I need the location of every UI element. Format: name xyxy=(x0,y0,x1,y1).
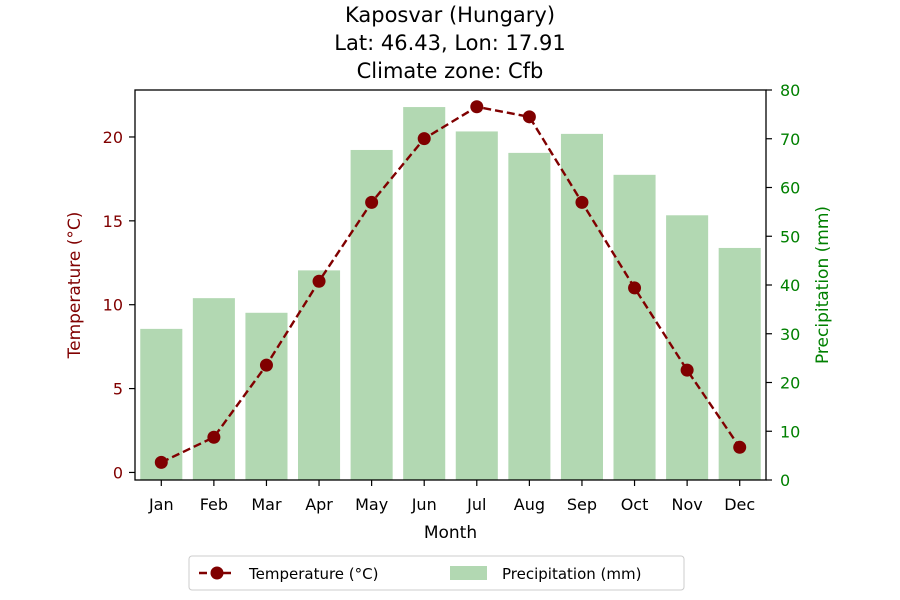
title-line: Kaposvar (Hungary) xyxy=(345,3,555,27)
precipitation-tick-label: 50 xyxy=(780,227,800,246)
month-tick-label: Aug xyxy=(514,495,545,514)
temperature-point xyxy=(733,440,747,454)
month-tick-label: Jan xyxy=(148,495,174,514)
month-tick-label: Oct xyxy=(621,495,649,514)
month-tick-label: Apr xyxy=(305,495,333,514)
precipitation-bar xyxy=(192,298,235,480)
month-tick-label: Feb xyxy=(200,495,228,514)
temperature-point xyxy=(470,100,484,114)
precipitation-tick-label: 80 xyxy=(780,81,800,100)
precipitation-bars xyxy=(140,107,761,480)
precipitation-bar xyxy=(508,152,551,480)
month-axis: Jan Feb Mar Apr May Jun Jul Aug Sep Oct Nov Dec Mont… xyxy=(148,480,755,543)
precipitation-bar xyxy=(298,270,341,480)
month-tick-label: Mar xyxy=(251,495,282,514)
precipitation-bar xyxy=(245,312,288,480)
precipitation-bar xyxy=(455,131,498,480)
chart-title: Kaposvar (Hungary) Lat: 46.43, Lon: 17.91… xyxy=(334,3,565,83)
legend-temperature-marker xyxy=(210,566,224,580)
precipitation-tick-label: 0 xyxy=(780,471,790,490)
temperature-point xyxy=(154,455,168,469)
temperature-point xyxy=(259,358,273,372)
precipitation-tick-label: 20 xyxy=(780,374,800,393)
month-tick-label: Nov xyxy=(672,495,703,514)
title-line: Lat: 46.43, Lon: 17.91 xyxy=(334,31,565,55)
temperature-point xyxy=(365,195,379,209)
title-line: Climate zone: Cfb xyxy=(357,59,544,83)
temperature-point xyxy=(522,110,536,124)
temperature-point xyxy=(680,363,694,377)
temperature-point xyxy=(312,274,326,288)
month-tick-label: May xyxy=(355,495,388,514)
precipitation-bar xyxy=(560,133,603,480)
temperature-point xyxy=(575,195,589,209)
temperature-tick-label: 0 xyxy=(113,463,123,482)
precipitation-tick-label: 10 xyxy=(780,422,800,441)
temperature-series-line xyxy=(160,105,741,464)
precipitation-bar xyxy=(403,107,446,480)
temperature-point xyxy=(207,430,221,444)
month-axis-label: Month xyxy=(424,523,477,543)
temperature-tick-label: 15 xyxy=(103,212,123,231)
precipitation-tick-label: 30 xyxy=(780,325,800,344)
precipitation-tick-label: 60 xyxy=(780,179,800,198)
legend-box xyxy=(188,555,685,591)
temperature-point xyxy=(628,281,642,295)
temperature-line xyxy=(154,100,747,469)
legend: Temperature (°C) Precipitation (mm) xyxy=(188,555,685,591)
precipitation-tick-label: 70 xyxy=(780,130,800,149)
precipitation-tick-label: 40 xyxy=(780,276,800,295)
temperature-tick-label: 20 xyxy=(103,128,123,147)
legend-temperature-label: Temperature (°C) xyxy=(248,565,378,583)
month-tick-label: Jul xyxy=(466,495,486,514)
precipitation-axis: 0 10 20 30 40 50 60 70 80 Precipitation (mm) xyxy=(766,81,833,490)
legend-precipitation-swatch xyxy=(450,566,487,580)
temperature-tick-label: 10 xyxy=(103,296,123,315)
temperature-tick-label: 5 xyxy=(113,380,123,399)
month-tick-label: Sep xyxy=(567,495,597,514)
precipitation-axis-label: Precipitation (mm) xyxy=(813,206,833,364)
temperature-axis: 0 5 10 15 20 Temperature (°C) xyxy=(65,128,135,482)
month-tick-label: Jun xyxy=(411,495,437,514)
precipitation-bar xyxy=(613,174,656,480)
legend-precipitation-label: Precipitation (mm) xyxy=(502,565,641,583)
month-tick-label: Dec xyxy=(724,495,755,514)
temperature-axis-label: Temperature (°C) xyxy=(65,212,85,360)
temperature-point xyxy=(417,132,431,146)
